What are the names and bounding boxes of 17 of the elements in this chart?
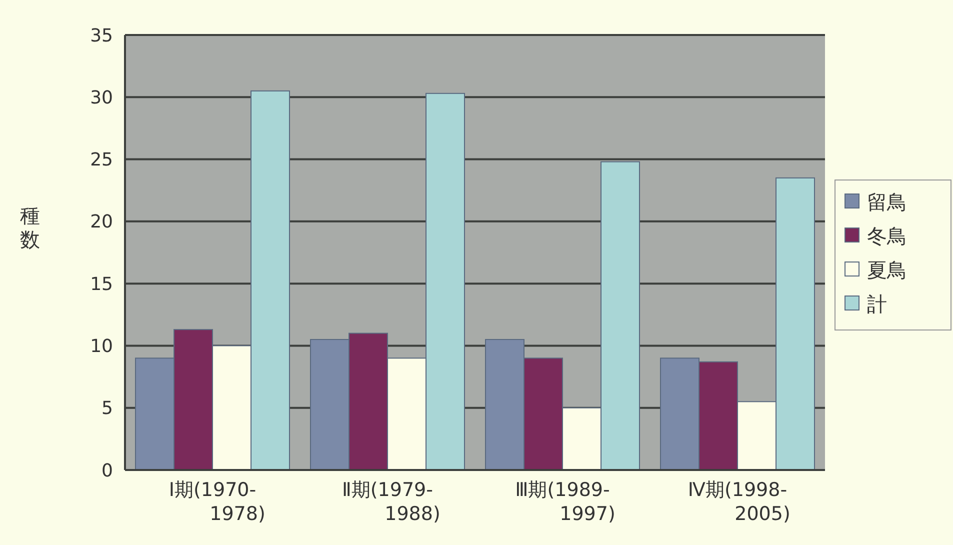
y-tick-label: 35	[90, 25, 113, 46]
y-tick-label: 20	[90, 212, 113, 233]
legend-label: 計	[867, 292, 887, 316]
legend-label: 夏鳥	[867, 258, 907, 282]
legend-label: 留鳥	[867, 190, 907, 214]
x-tick-label: Ⅰ期(1970-1978)	[168, 479, 266, 525]
y-tick-label: 0	[102, 460, 113, 482]
legend-label: 冬鳥	[867, 224, 907, 248]
y-axis-title: 種数	[20, 204, 40, 252]
x-tick-label: Ⅱ期(1979-1988)	[342, 479, 440, 525]
x-tick-label: Ⅲ期(1989-1997)	[515, 479, 616, 525]
y-tick-label: 30	[90, 87, 113, 108]
x-tick-label: Ⅳ期(1998-2005)	[688, 479, 790, 525]
y-tick-label: 15	[90, 274, 113, 295]
y-tick-label: 25	[90, 150, 113, 171]
y-tick-label: 10	[90, 336, 113, 358]
y-tick-label: 5	[102, 398, 113, 420]
